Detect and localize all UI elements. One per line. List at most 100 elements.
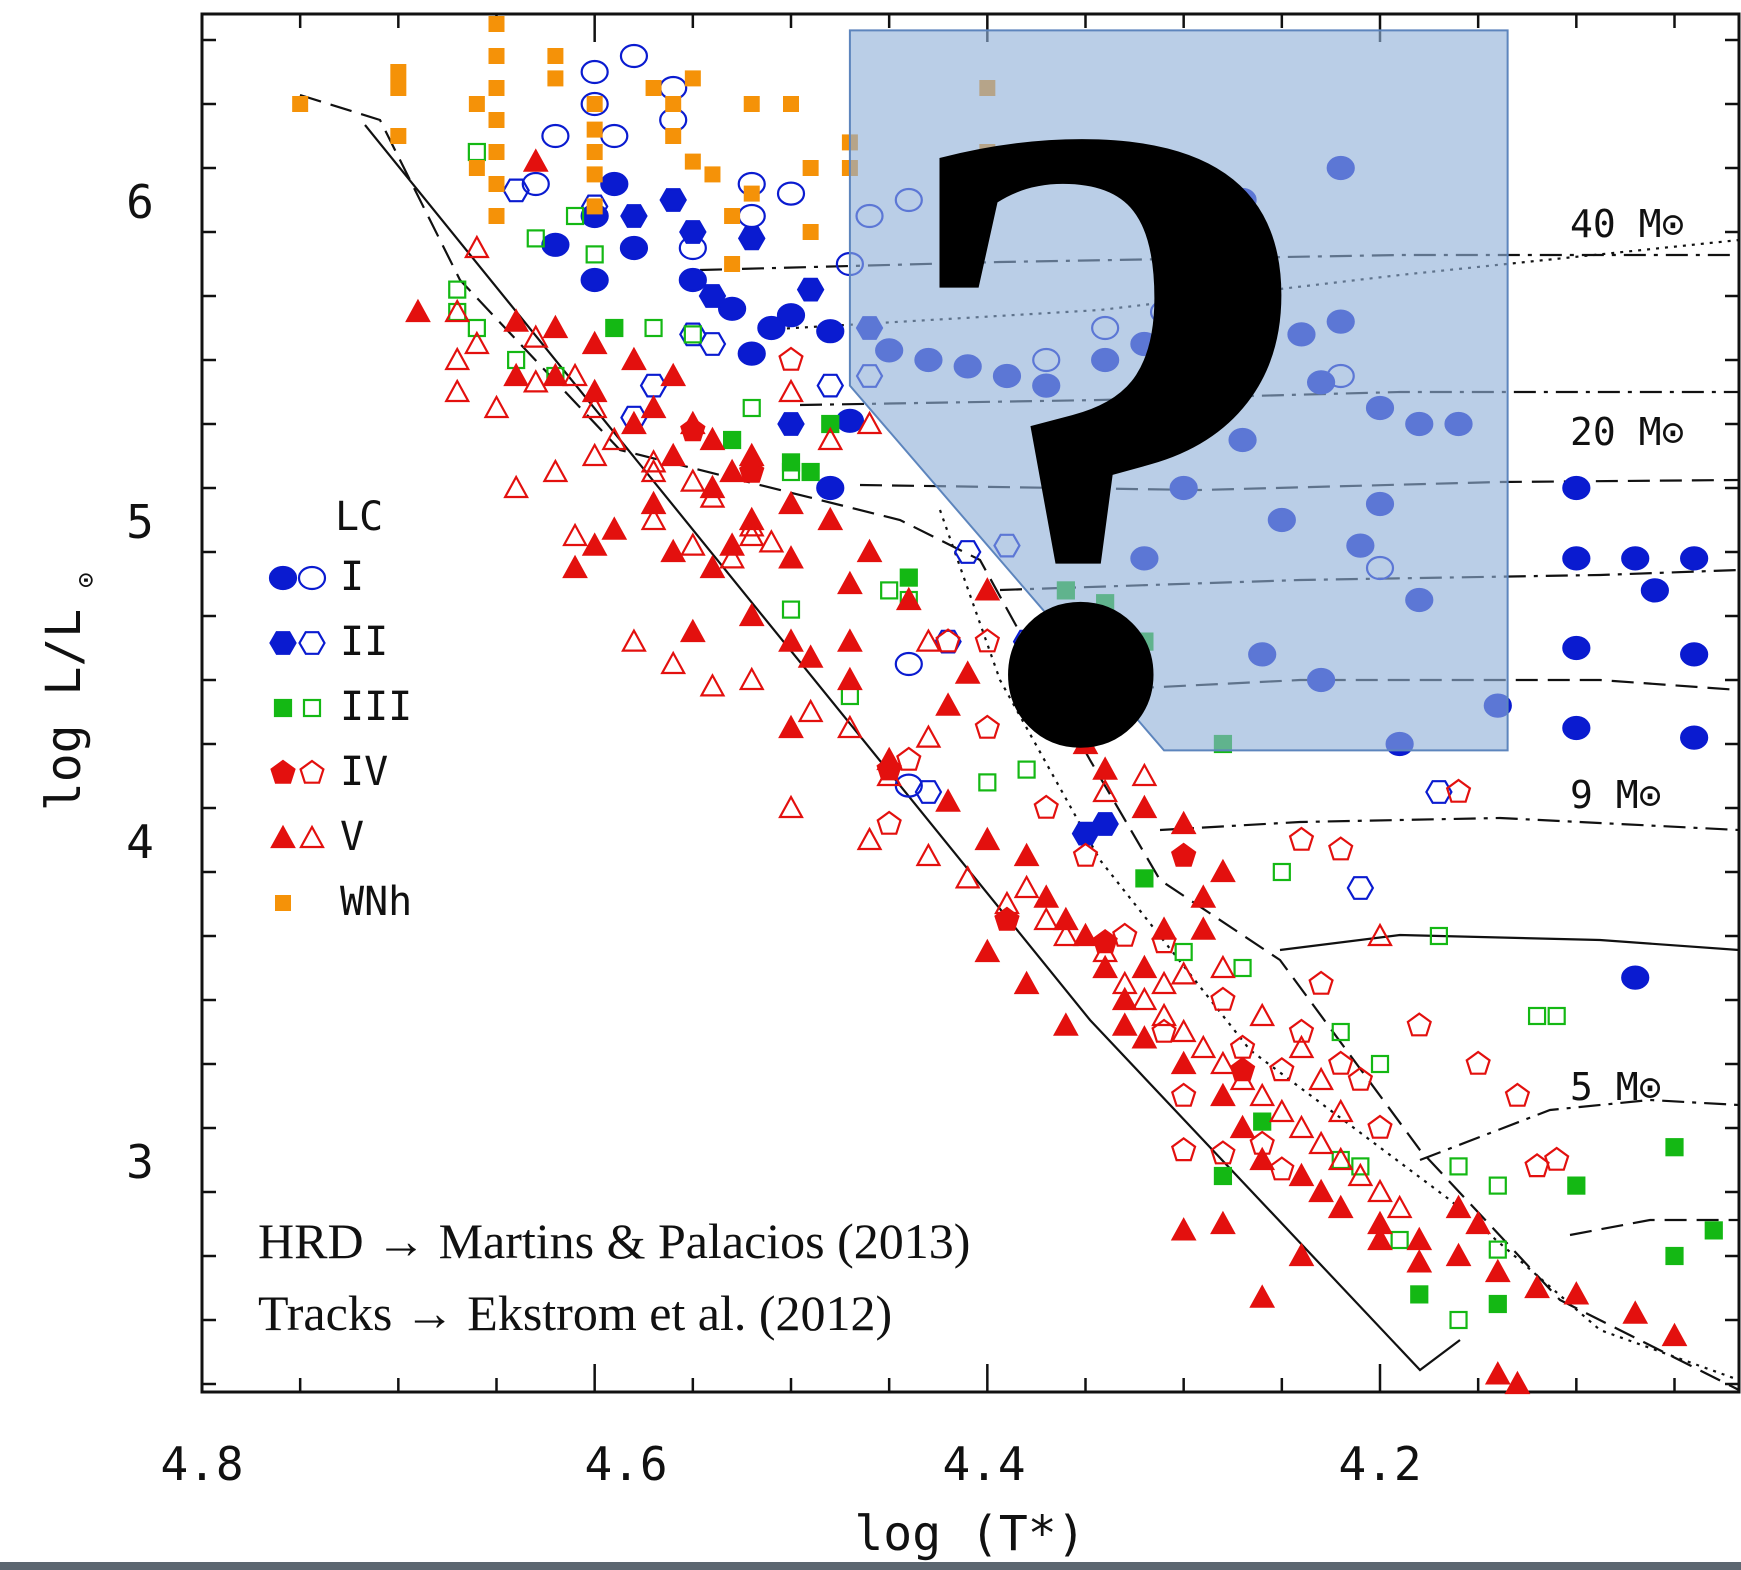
data-point-v-filled [778,490,804,515]
data-point-v-open [1367,922,1393,947]
data-point-v-open [1131,762,1158,787]
data-point-v-filled [1190,884,1217,908]
data-point-i-filled [816,475,845,501]
data-point-v-filled [601,516,628,540]
data-point-v-filled [1131,1025,1158,1049]
data-point-wnh-filled [802,224,819,240]
data-point-iv-open [1445,778,1472,803]
y-tick-label: 4 [126,815,154,869]
data-point-i-open [659,107,688,133]
data-point-v-filled [1504,1370,1531,1395]
data-point-wnh-filled [468,96,485,112]
data-point-v-open [581,394,608,419]
data-point-v-open [876,762,903,787]
data-point-v-filled [1465,1210,1492,1235]
y-tick-labels: 3 4 5 6 [126,175,154,1189]
data-point-v-filled [1210,1082,1236,1107]
data-point-v-open [1013,874,1040,899]
data-point-ii-filled [698,284,727,308]
data-point-v-open [562,362,588,387]
data-point-v-open [915,724,942,748]
data-point-iv-open [1308,970,1334,995]
data-point-ii-filled [1091,812,1119,836]
data-point-iii-open [467,142,486,162]
data-point-iii-open [1449,1157,1468,1176]
legend-marker-filled [273,698,293,718]
data-point-iii-open [978,773,997,792]
data-point-v-filled [1327,1194,1354,1219]
data-point-wnh-filled [586,198,603,215]
data-point-i-filled [1621,546,1650,571]
data-point-v-filled [1072,922,1099,947]
data-point-i-filled [835,408,865,433]
data-point-v-open [1249,1002,1276,1027]
data-point-iv-open [876,810,902,835]
y-axis-title: log L/L ⊙ [36,572,101,811]
data-point-v-open [856,826,883,851]
data-point-iii-filled [722,430,742,450]
data-point-v-open [464,234,490,259]
data-point-v-open [837,714,863,739]
data-point-v-filled [1053,906,1079,931]
data-point-iii-filled [1410,1285,1429,1304]
data-point-ii-filled [777,412,805,436]
data-point-i-filled [737,341,766,366]
data-point-wnh-filled [802,160,819,176]
data-point-v-open [1151,1002,1177,1027]
isochrone-dotted [938,509,1739,1382]
data-point-iv-open [974,714,1001,739]
data-point-v-open [856,410,883,435]
data-point-v-filled [1210,858,1236,883]
data-point-v-filled [1288,1242,1315,1267]
data-point-iii-filled [801,462,820,482]
data-point-i-filled [600,171,629,197]
data-point-v-open [1308,1066,1334,1091]
y-tick-label: 6 [126,175,154,229]
data-point-i-filled [1562,475,1591,501]
data-point-v-filled [1151,916,1177,940]
data-point-v-filled [1170,810,1197,835]
data-point-v-filled [1249,1284,1276,1308]
data-point-iii-open [565,206,585,226]
data-point-v-filled [738,442,765,467]
data-point-iv-open [1072,842,1099,867]
data-point-iii-open [467,318,486,338]
tams-line [299,93,1739,1391]
data-point-i-filled [757,315,786,341]
data-point-v-open [994,890,1020,915]
data-point-v-filled [1484,1258,1511,1283]
data-point-v-open [444,378,471,403]
data-point-v-filled [1013,842,1040,867]
credit-tracks: Tracks → Ekstrom et al. (2012) [258,1285,892,1341]
data-point-v-filled [1484,1361,1511,1385]
data-point-i-open [659,75,688,101]
data-point-v-open [1229,1066,1256,1091]
data-point-v-filled [797,644,824,668]
data-point-ii-filled [737,226,766,251]
data-point-v-filled [1053,1012,1079,1036]
track-5 [1419,1098,1739,1162]
data-point-v-open [1170,1018,1197,1043]
data-point-v-filled [895,586,922,611]
legend-marker-open [298,631,326,655]
data-point-v-filled [660,442,687,467]
data-point-v-filled [1288,1162,1315,1187]
legend-label-i: I [340,554,364,600]
data-point-i-open [541,123,570,149]
data-point-v-open [601,426,628,451]
data-point-iii-open [1017,760,1036,779]
data-point-v-filled [1367,1226,1393,1251]
data-point-wnh-filled [488,80,505,96]
legend-label-ii: II [340,619,388,665]
data-point-iii-open [742,398,761,418]
data-point-wnh-filled [468,160,485,176]
data-point-v-filled [503,362,529,387]
legend-marker-filled [268,565,298,591]
data-point-v-filled [954,660,981,684]
legend-marker-filled [269,631,297,655]
data-point-v-open [1386,1194,1413,1219]
data-point-iii-open [1488,1240,1507,1259]
data-point-iii-open [1233,958,1252,978]
data-point-i-filled [1621,965,1650,990]
data-point-iii-open [585,245,604,264]
